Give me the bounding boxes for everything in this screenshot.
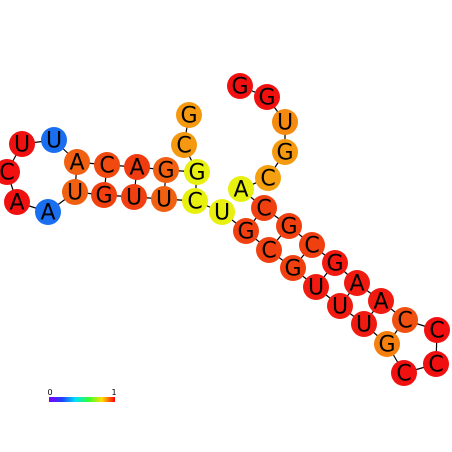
nucleotide	[41, 127, 67, 153]
nucleotide	[0, 159, 20, 185]
scale-min-label: 0	[47, 388, 52, 397]
nucleotide	[91, 182, 117, 208]
nucleotide	[209, 199, 235, 225]
nucleotide	[251, 195, 277, 221]
nucleotide-label: A	[373, 290, 388, 315]
nucleotide-label: C	[429, 319, 444, 344]
nucleotide-label: U	[14, 133, 30, 158]
nucleotide	[4, 189, 30, 215]
nucleotide-label: C	[99, 154, 114, 179]
nucleotide	[62, 179, 88, 205]
nucleotide-label: G	[237, 220, 254, 245]
nucleotide-label: C	[187, 190, 202, 215]
nucleotide-label: C	[397, 309, 412, 334]
nucleotide	[254, 84, 280, 110]
nucleotide-label: G	[95, 184, 112, 209]
nucleotide	[374, 331, 400, 357]
nucleotide-label: C	[396, 362, 411, 387]
nucleotide-label: U	[67, 181, 83, 206]
nucleotide	[35, 199, 61, 225]
nucleotide	[151, 186, 177, 212]
nucleotide-label: G	[180, 104, 197, 129]
nucleotide-label: U	[156, 188, 172, 213]
nucleotide-label: C	[428, 353, 443, 378]
nucleotide-label: G	[258, 86, 275, 111]
nucleotide-label: A	[349, 272, 364, 297]
nucleotide	[424, 317, 450, 343]
color-scale-bar	[49, 397, 115, 402]
nucleotide	[228, 176, 254, 202]
nucleotide	[272, 139, 298, 165]
nucleotide-label: G	[326, 252, 343, 277]
nucleotide-label: U	[214, 201, 230, 226]
nucleotide	[9, 131, 35, 157]
nucleotide-label: G	[188, 161, 205, 186]
nucleotide-label: A	[233, 178, 248, 203]
nucleotide-label: C	[256, 197, 271, 222]
nucleotide-label: G	[276, 141, 293, 166]
nucleotide	[272, 109, 298, 135]
nucleotide-label: G	[157, 159, 174, 184]
nucleotide	[255, 165, 281, 191]
nucleotide	[153, 157, 179, 183]
nucleotide	[391, 360, 417, 386]
nucleotide	[124, 154, 150, 180]
nucleotide-label: G	[284, 257, 301, 282]
nucleotide-label: C	[260, 167, 275, 192]
nucleotide	[182, 188, 208, 214]
nucleotide	[94, 152, 120, 178]
nucleotide-label: U	[308, 276, 324, 301]
nucleotide	[176, 102, 202, 128]
nucleotide-label: U	[46, 129, 62, 154]
nucleotide-label: A	[9, 191, 24, 216]
nucleotide	[368, 288, 394, 314]
nucleotide	[276, 213, 302, 239]
nucleotide-label: C	[304, 234, 319, 259]
nucleotide	[327, 293, 353, 319]
nucleotide-label: A	[129, 156, 144, 181]
nucleotide-label: U	[356, 313, 372, 338]
nucleotide	[322, 250, 348, 276]
nucleotide-label: G	[280, 215, 297, 240]
nucleotide	[392, 307, 418, 333]
nucleotide	[303, 274, 329, 300]
nucleotide	[227, 73, 253, 99]
nucleotide	[280, 255, 306, 281]
nucleotide-label: U	[277, 111, 293, 136]
nucleotide-label: C	[176, 134, 191, 159]
nucleotide-label: U	[126, 186, 142, 211]
nucleotide	[171, 132, 197, 158]
nucleotide	[423, 351, 449, 377]
nucleotide	[233, 218, 259, 244]
scale-max-label: 1	[111, 388, 116, 397]
nucleotide-label: A	[40, 201, 55, 226]
nucleotide-label: G	[378, 333, 395, 358]
nucleotide-label: A	[69, 151, 84, 176]
nucleotide	[121, 184, 147, 210]
nucleotide-label: C	[0, 161, 15, 186]
base-pair	[276, 234, 282, 242]
nucleotide	[344, 270, 370, 296]
nucleotide	[299, 232, 325, 258]
nucleotide-label: U	[332, 295, 348, 320]
nucleotide-label: C	[261, 239, 276, 264]
nucleotide	[351, 311, 377, 337]
nucleotide	[64, 149, 90, 175]
nucleotide	[184, 159, 210, 185]
nucleotide	[256, 237, 282, 263]
nucleotide-label: G	[231, 75, 248, 100]
